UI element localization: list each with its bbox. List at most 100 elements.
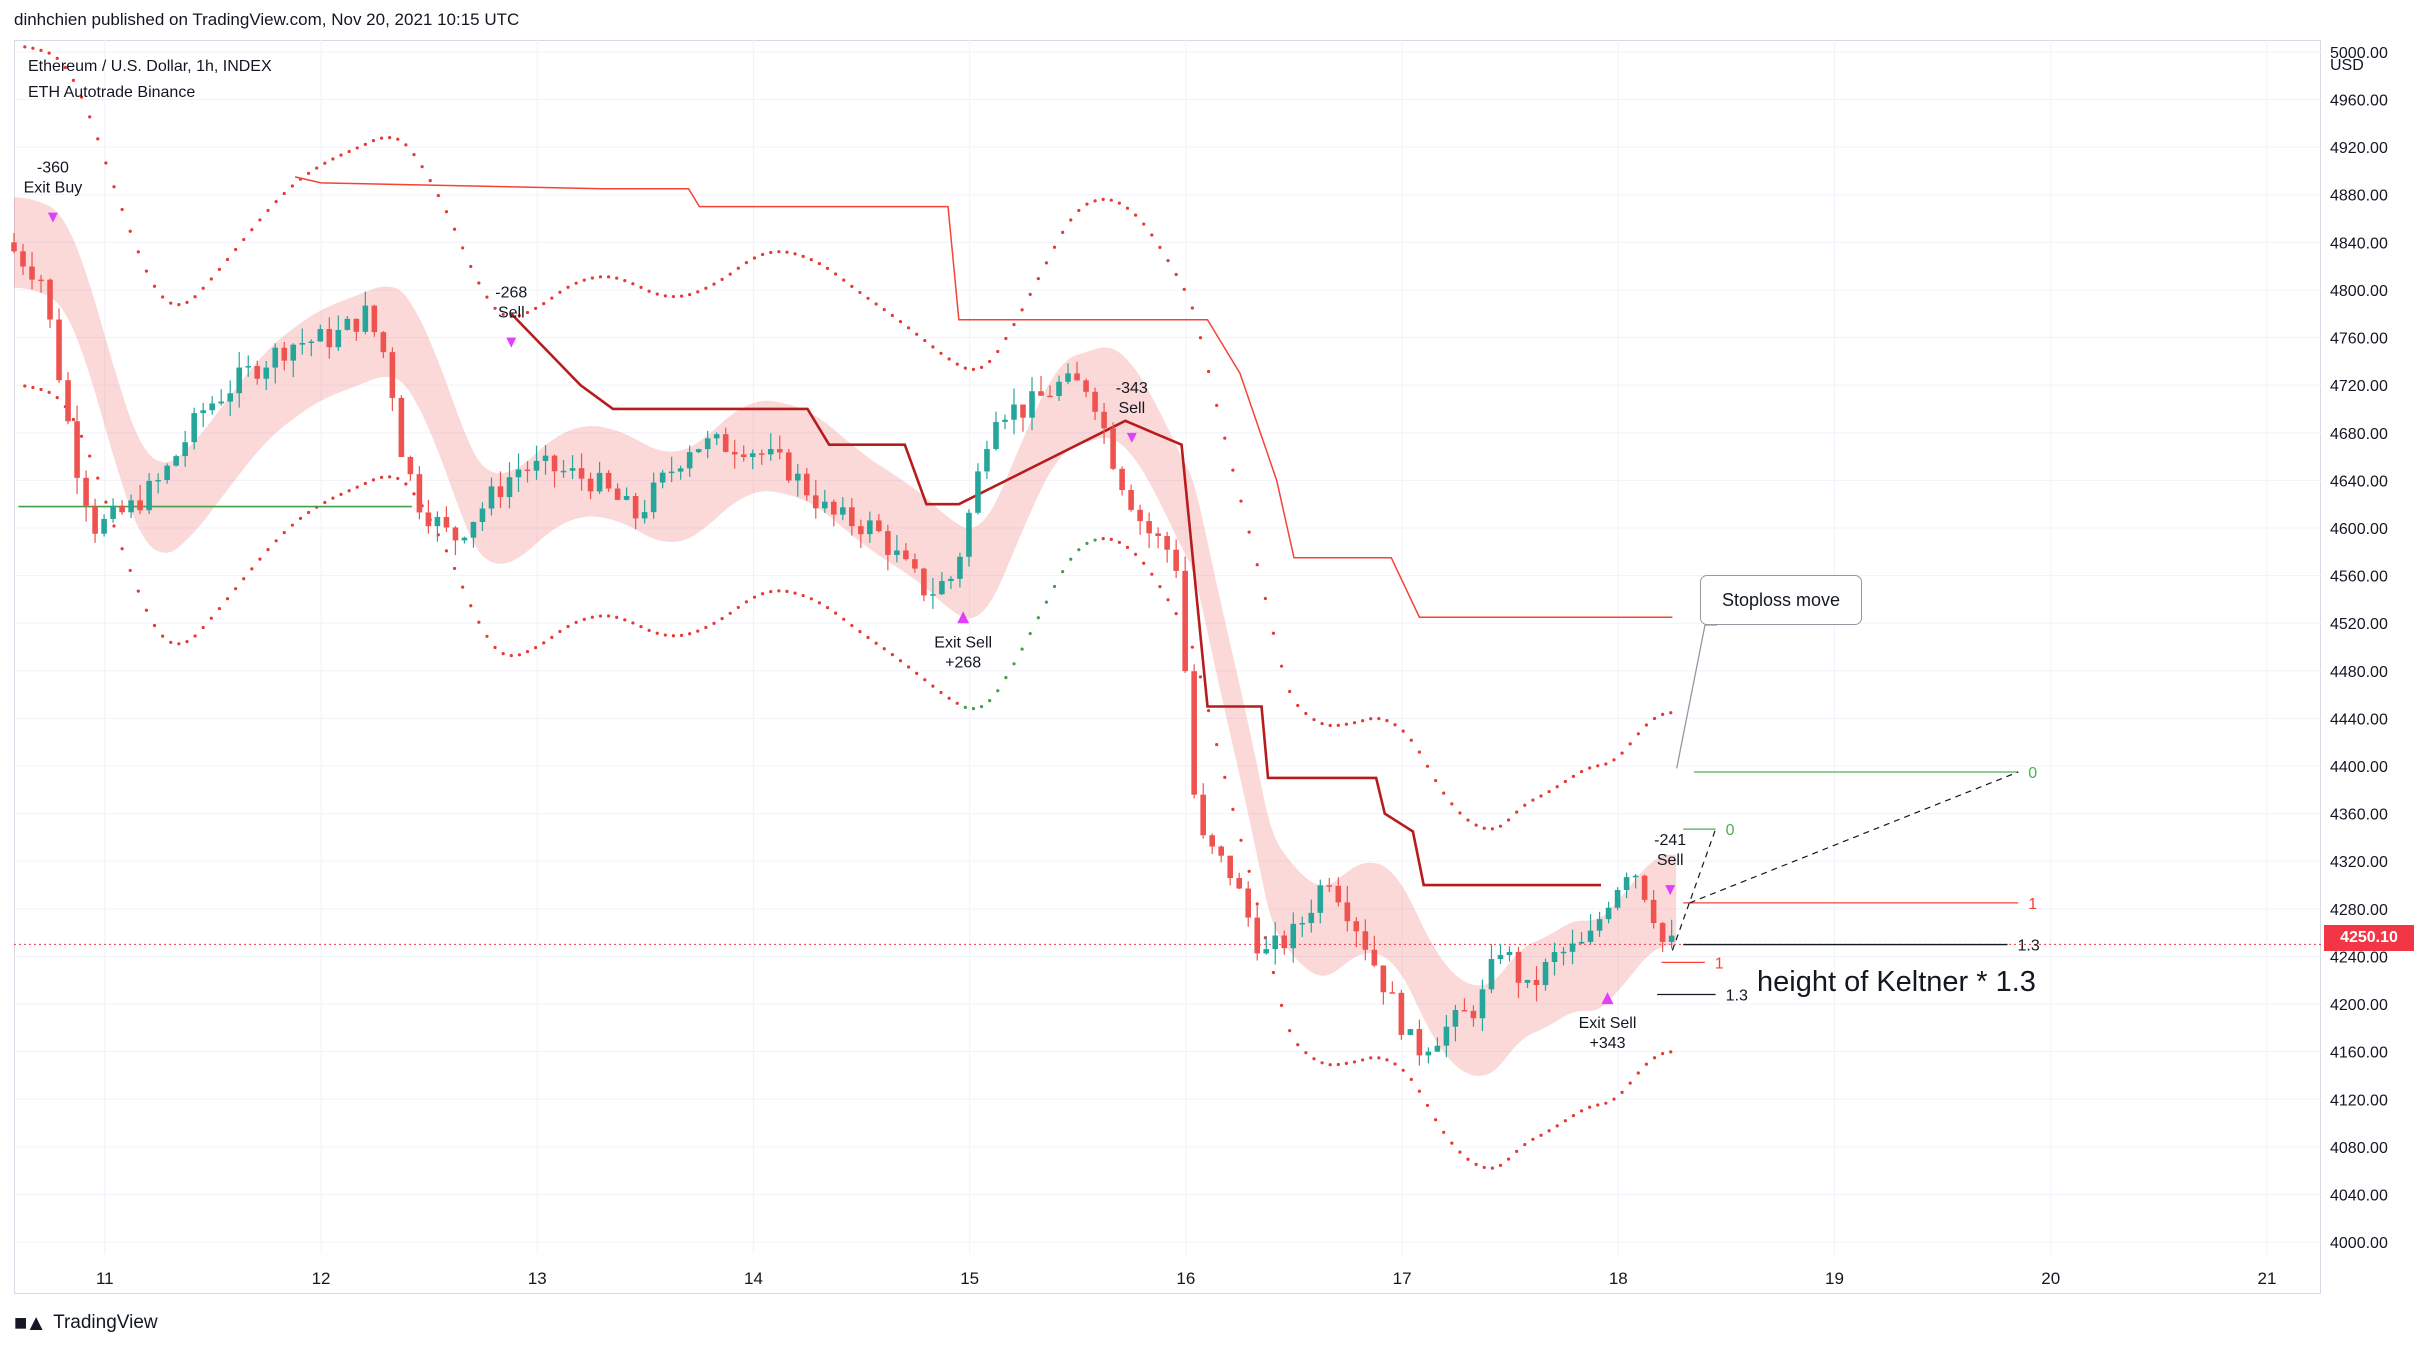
- candle-body: [272, 347, 279, 368]
- candle-body: [1515, 951, 1522, 983]
- upper-dot: [517, 313, 521, 318]
- signal-label: Exit Sell: [934, 634, 992, 651]
- upper-dot: [315, 166, 319, 170]
- candle-body: [912, 559, 918, 569]
- upper-dot: [1198, 336, 1203, 340]
- lower-dot: [525, 650, 530, 654]
- candle-body: [569, 468, 576, 471]
- upper-dot: [1044, 261, 1049, 265]
- y-tick-label: 4960.00: [2330, 93, 2388, 110]
- upper-dot: [412, 153, 416, 157]
- upper-dot: [1434, 778, 1438, 783]
- signal-value: -268: [495, 285, 527, 302]
- lower-dot: [744, 600, 749, 604]
- lower-dot: [493, 645, 497, 650]
- upper-dot: [169, 301, 173, 305]
- upper-dot: [452, 227, 457, 231]
- upper-dot: [1555, 785, 1559, 789]
- lower-dot: [906, 665, 911, 669]
- lower-dot: [1012, 662, 1016, 666]
- candle-body: [236, 367, 243, 394]
- y-tick-label: 4000.00: [2330, 1235, 2388, 1252]
- y-tick-label: 4120.00: [2330, 1092, 2388, 1109]
- candle-body: [488, 486, 495, 509]
- lower-dot: [185, 639, 189, 644]
- upper-dot: [1336, 723, 1340, 727]
- signal-label: Exit Buy: [24, 180, 83, 197]
- candle-body: [1380, 965, 1387, 993]
- lower-dot: [250, 567, 254, 571]
- upper-dot: [525, 310, 530, 315]
- lower-dot: [1198, 675, 1203, 679]
- candle-body: [1137, 509, 1143, 522]
- lower-dot: [225, 597, 230, 601]
- upper-dot: [23, 45, 27, 49]
- candle-body: [578, 468, 585, 479]
- candle-body: [452, 527, 459, 541]
- candle-body: [1272, 935, 1279, 950]
- upper-dot: [290, 184, 294, 188]
- lower-dot: [1028, 631, 1032, 636]
- upper-dot: [1482, 826, 1486, 830]
- signal-arrow-icon: [47, 212, 58, 223]
- lower-dot: [534, 646, 538, 650]
- upper-dot: [161, 295, 165, 299]
- candle-body: [1002, 419, 1008, 422]
- candle-body: [794, 473, 801, 481]
- upper-dot: [1134, 213, 1138, 217]
- candles: [11, 232, 1675, 1066]
- lower-dot: [1271, 970, 1276, 975]
- candle-body: [776, 449, 783, 453]
- upper-dot: [1531, 798, 1535, 802]
- upper-dot: [1498, 824, 1503, 828]
- lower-dot: [477, 620, 481, 624]
- lower-dot: [1636, 1071, 1640, 1075]
- lower-dot: [1036, 616, 1040, 620]
- candle-body: [227, 393, 234, 402]
- candle-body: [101, 518, 107, 534]
- candle-body: [1506, 951, 1513, 956]
- candle-body: [803, 473, 810, 496]
- candle-body: [1182, 570, 1188, 672]
- candle-body: [1164, 536, 1170, 550]
- candle-body: [83, 477, 89, 506]
- x-tick-label: 16: [1176, 1269, 1195, 1288]
- upper-dot: [128, 229, 132, 233]
- candle-body: [263, 367, 270, 379]
- upper-dot: [590, 276, 594, 280]
- lower-dot: [388, 475, 392, 479]
- signal-label: Sell: [498, 305, 525, 322]
- candle-body: [1083, 380, 1089, 392]
- signal-label: Sell: [1118, 400, 1145, 417]
- upper-dot: [485, 295, 489, 299]
- lower-dot: [996, 689, 1000, 693]
- upper-dot: [752, 256, 757, 260]
- signal-arrow-icon: [506, 337, 517, 348]
- candle-body: [506, 477, 513, 498]
- lower-dot: [566, 624, 570, 629]
- upper-dot: [193, 295, 197, 299]
- footer[interactable]: ■▲ TradingView: [14, 1310, 158, 1336]
- upper-dot: [88, 115, 92, 119]
- x-tick-label: 13: [528, 1269, 547, 1288]
- upper-dot: [1093, 199, 1097, 203]
- candle-body: [317, 329, 324, 342]
- lower-dot: [1352, 1060, 1357, 1064]
- lower-dot: [161, 634, 165, 638]
- upper-dot: [444, 210, 449, 214]
- upper-dot: [477, 281, 481, 285]
- lower-dot: [1206, 709, 1211, 713]
- lower-dot: [242, 577, 246, 581]
- x-tick-label: 17: [1393, 1269, 1412, 1288]
- candle-body: [434, 516, 441, 527]
- upper-dot: [282, 191, 286, 196]
- publish-line: dinhchien published on TradingView.com, …: [14, 10, 520, 29]
- signal-value: -343: [1116, 380, 1148, 397]
- candle-body: [668, 471, 675, 474]
- lower-dot: [371, 478, 376, 482]
- lower-dot: [874, 641, 878, 645]
- upper-dot: [655, 292, 659, 296]
- lower-dot: [1134, 552, 1138, 556]
- lower-dot: [1044, 600, 1049, 604]
